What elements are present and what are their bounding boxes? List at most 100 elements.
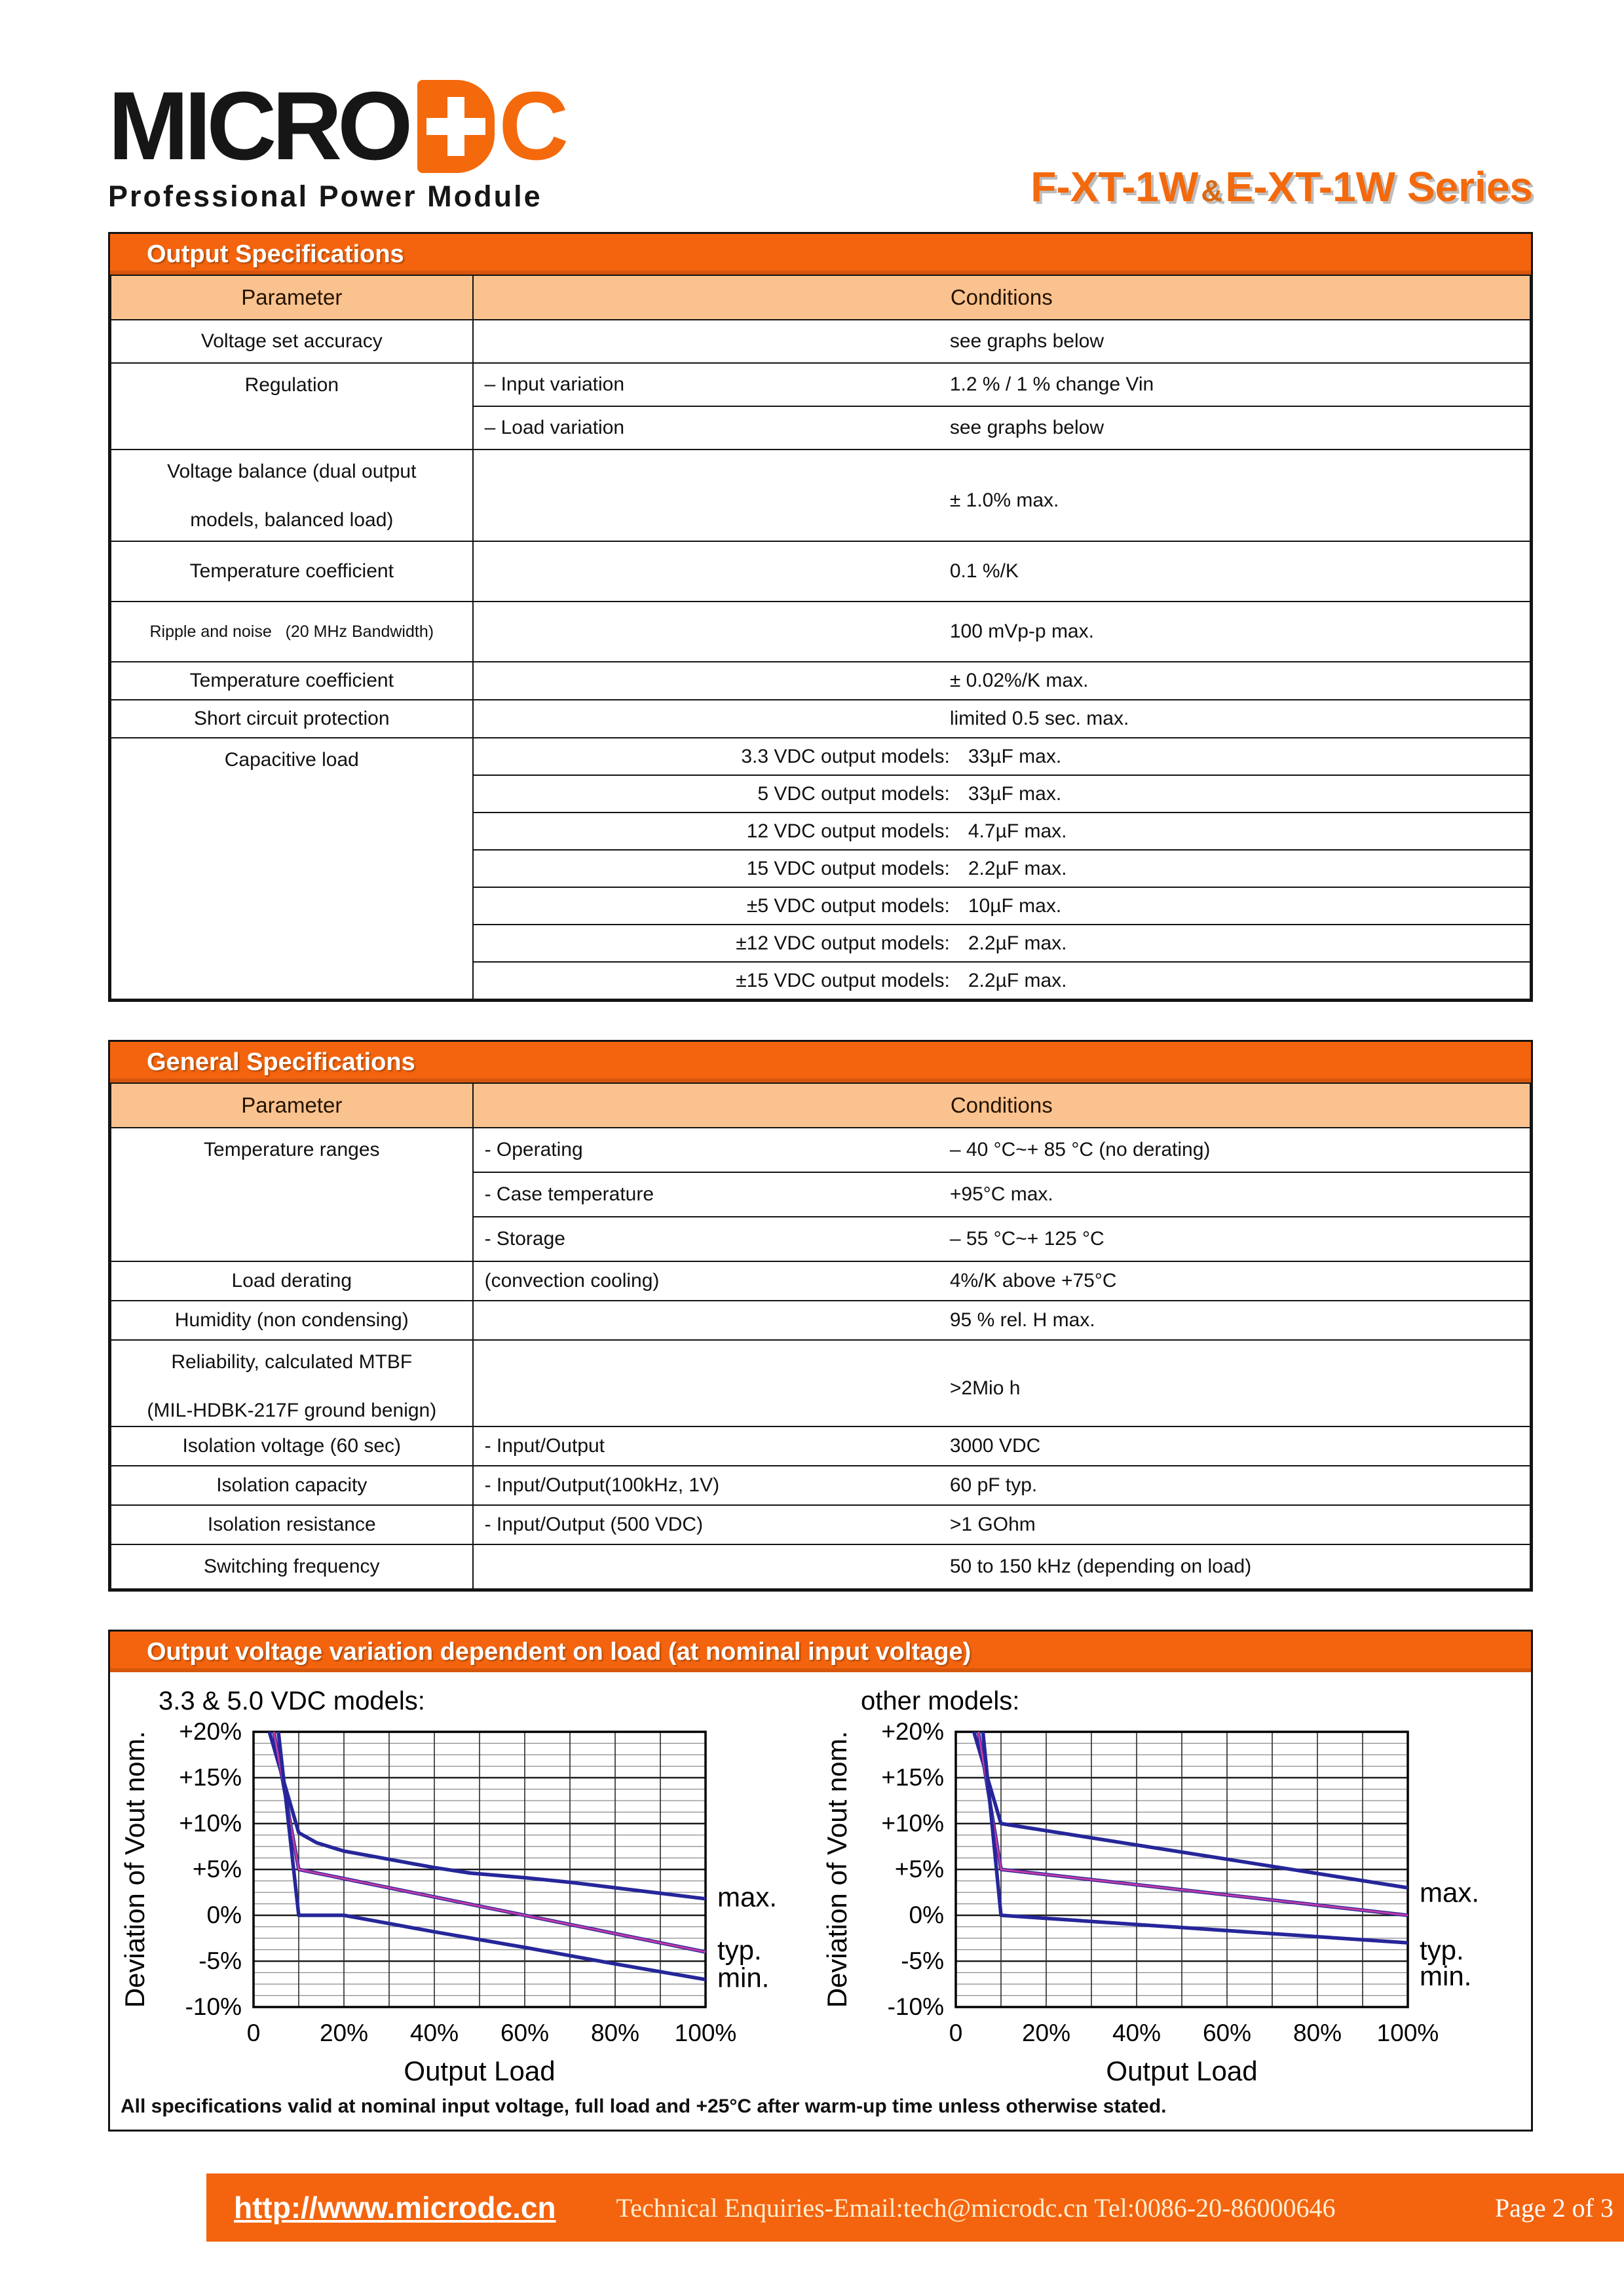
parameter-cell: Switching frequency xyxy=(110,1544,474,1590)
svg-text:max.: max. xyxy=(1420,1877,1479,1907)
conditions-cell: - Storage – 55 °C~+ 125 °C xyxy=(472,1216,1532,1262)
logo-text-micro: MICRO xyxy=(108,71,413,180)
load-chart-other-models: +20% +15% +10% +5% 0% -5% -10%0 20% 40% 60% 80% 100… xyxy=(821,1718,1479,2086)
svg-text:0%: 0% xyxy=(909,1902,944,1928)
svg-text:20%: 20% xyxy=(1022,2019,1070,2046)
condition-value: 4%/K above +75°C xyxy=(949,1270,1117,1292)
spec-row: Temperature ranges - Operating – 40 °C~+ 8… xyxy=(110,1127,1532,1262)
spec-row: Load derating (convection cooling) 4%/K ab… xyxy=(110,1261,1532,1301)
svg-text:20%: 20% xyxy=(320,2019,368,2046)
condition-label: - Input/Output(100kHz, 1V) xyxy=(484,1474,720,1496)
load-variation-chart-section: Output voltage variation dependent on lo… xyxy=(108,1630,1533,2132)
table-header-row: Parameter Conditions xyxy=(110,275,1532,320)
svg-text:40%: 40% xyxy=(410,2019,459,2046)
spec-row: Temperature coefficient ± 0.02%/K max. xyxy=(110,661,1532,700)
page-header: MICRO C Professional Power Module F-XT-1… xyxy=(108,0,1533,214)
parameter-cell: Voltage balance (dual output models, bala… xyxy=(110,449,474,542)
svg-text:-5%: -5% xyxy=(901,1947,944,1974)
condition-value: 1.2 % / 1 % change Vin xyxy=(949,373,1154,395)
condition-label: - Input/Output xyxy=(484,1435,605,1457)
load-chart-3v3-5v: +20% +15% +10% +5% 0% -5% -10%0 20% 40% 60% 80% 100… xyxy=(119,1718,777,2086)
page-footer: http://www.microdc.cn Technical Enquirie… xyxy=(206,2173,1624,2242)
svg-text:typ.: typ. xyxy=(1420,1935,1464,1966)
parameter-cell: Isolation resistance xyxy=(110,1504,474,1545)
conditions-cell: limited 0.5 sec. max. xyxy=(472,699,1532,738)
spec-row: 5 VDC output models: 33µF max. xyxy=(111,775,1532,813)
column-header-conditions: Conditions xyxy=(472,275,1532,320)
general-specifications-table: General Specifications Parameter Conditi… xyxy=(108,1040,1533,1592)
svg-text:-10%: -10% xyxy=(185,1993,242,2020)
svg-text:-10%: -10% xyxy=(888,1993,944,2020)
condition-label: - Input/Output (500 VDC) xyxy=(484,1514,704,1535)
svg-text:100%: 100% xyxy=(675,2019,737,2046)
parameter-cell: Capacitive load xyxy=(110,737,474,1000)
condition-label: - Storage xyxy=(484,1228,565,1250)
parameter-cell: Voltage set accuracy xyxy=(110,319,474,364)
condition-label: ±15 VDC output models: xyxy=(736,969,950,991)
svg-text:100%: 100% xyxy=(1377,2019,1439,2046)
condition-value: 95 % rel. H max. xyxy=(949,1309,1095,1331)
spec-row: - Case temperature +95°C max. xyxy=(111,1172,1532,1217)
condition-value: +95°C max. xyxy=(949,1183,1053,1205)
spec-row: Isolation voltage (60 sec) - Input/Output… xyxy=(110,1426,1532,1466)
parameter-cell: Short circuit protection xyxy=(110,699,474,738)
spec-row: 12 VDC output models: 4.7µF max. xyxy=(111,812,1532,851)
conditions-cell: 12 VDC output models: 4.7µF max. xyxy=(472,812,1532,851)
chart-right-title: other models: xyxy=(861,1687,1020,1715)
spec-row: Voltage balance (dual output models, bala… xyxy=(110,449,1532,542)
condition-value: see graphs below xyxy=(949,417,1105,438)
chart-other-models-block: other models: +20% +15% +10% +5% 0% -5% -10% 0 2… xyxy=(815,1674,1517,2089)
spec-row: Temperature coefficient 0.1 %/K xyxy=(110,541,1532,602)
condition-value: see graphs below xyxy=(949,330,1105,352)
spec-row: – Load variation see graphs below xyxy=(111,406,1532,450)
condition-value: limited 0.5 sec. max. xyxy=(949,708,1129,729)
specifications-note: All specifications valid at nominal inpu… xyxy=(121,2095,1167,2117)
website-link[interactable]: http://www.microdc.cn xyxy=(234,2191,556,2225)
conditions-cell: - Case temperature +95°C max. xyxy=(472,1172,1532,1217)
conditions-cell: 15 VDC output models: 2.2µF max. xyxy=(472,849,1532,888)
conditions-cell: ± 1.0% max. xyxy=(472,449,1532,542)
svg-text:+20%: +20% xyxy=(881,1719,944,1745)
svg-text:+5%: +5% xyxy=(895,1856,944,1883)
condition-value: >2Mio h xyxy=(949,1377,1021,1399)
condition-value: 4.7µF max. xyxy=(968,820,1067,842)
spec-row: Short circuit protection limited 0.5 sec.… xyxy=(110,699,1532,738)
brand-logo: MICRO C Professional Power Module xyxy=(108,71,569,214)
parameter-cell: Temperature coefficient xyxy=(110,541,474,602)
svg-text:80%: 80% xyxy=(1293,2019,1342,2046)
svg-text:0: 0 xyxy=(247,2019,261,2046)
conditions-cell: 5 VDC output models: 33µF max. xyxy=(472,775,1532,813)
conditions-cell: ±5 VDC output models: 10µF max. xyxy=(472,887,1532,925)
svg-text:60%: 60% xyxy=(500,2019,549,2046)
conditions-cell: – Input variation 1.2 % / 1 % change Vin xyxy=(472,362,1532,407)
svg-text:Output Load: Output Load xyxy=(1106,2056,1257,2086)
condition-value: ± 0.02%/K max. xyxy=(949,670,1089,691)
chart-left-title: 3.3 & 5.0 VDC models: xyxy=(159,1687,425,1715)
table-header-row: Parameter Conditions xyxy=(110,1082,1532,1128)
column-header-conditions: Conditions xyxy=(472,1082,1532,1128)
spec-row: Regulation – Input variation 1.2 % / 1 % c… xyxy=(110,362,1532,450)
spec-row: ±15 VDC output models: 2.2µF max. xyxy=(111,961,1532,1000)
spec-row: Voltage set accuracy see graphs below xyxy=(110,319,1532,364)
spec-row: Capacitive load 3.3 VDC output models: 33µ… xyxy=(110,737,1532,1000)
parameter-cell: Temperature ranges xyxy=(110,1127,474,1262)
parameter-cell: Ripple and noise (20 MHz Bandwidth) xyxy=(110,601,474,662)
svg-text:Deviation of Vout nom.: Deviation of Vout nom. xyxy=(821,1731,852,2008)
conditions-cell: - Input/Output 3000 VDC xyxy=(472,1426,1532,1466)
contact-info: Technical Enquiries-Email:tech@microdc.c… xyxy=(616,2192,1336,2223)
condition-value: 10µF max. xyxy=(968,894,1062,917)
svg-text:+15%: +15% xyxy=(179,1764,242,1791)
condition-label: (convection cooling) xyxy=(484,1270,660,1292)
series-title-left: F-XT-1W xyxy=(1030,163,1199,210)
svg-text:Deviation of Vout nom.: Deviation of Vout nom. xyxy=(119,1731,150,2008)
condition-label: - Case temperature xyxy=(484,1183,654,1205)
condition-label: ±12 VDC output models: xyxy=(736,932,950,954)
condition-label: – Input variation xyxy=(484,373,625,395)
condition-label: - Operating xyxy=(484,1139,583,1160)
svg-text:max.: max. xyxy=(717,1881,777,1912)
spec-row: Reliability, calculated MTBF (MIL-HDBK-21… xyxy=(110,1339,1532,1427)
svg-text:40%: 40% xyxy=(1112,2019,1161,2046)
output-specs-title-bar: Output Specifications xyxy=(110,234,1531,275)
condition-value: 100 mVp-p max. xyxy=(949,621,1094,642)
logo-text-c: C xyxy=(499,71,569,180)
